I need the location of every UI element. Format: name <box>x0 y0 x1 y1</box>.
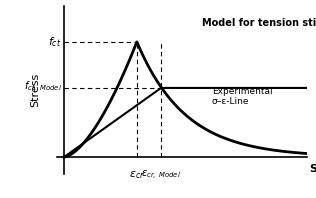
Text: $f_{ct,\ Model}$: $f_{ct,\ Model}$ <box>24 80 62 95</box>
Text: $f_{ct}$: $f_{ct}$ <box>48 35 62 49</box>
Text: $\varepsilon_{cr}$: $\varepsilon_{cr}$ <box>129 169 145 181</box>
Text: $\varepsilon_{cr,\ Model}$: $\varepsilon_{cr,\ Model}$ <box>141 169 181 182</box>
Text: Experimental
σ–ε-Line: Experimental σ–ε-Line <box>212 87 272 106</box>
Text: Strain: Strain <box>309 164 316 174</box>
Text: Model for tension stiffening: Model for tension stiffening <box>202 18 316 28</box>
Text: Stress: Stress <box>31 73 41 107</box>
